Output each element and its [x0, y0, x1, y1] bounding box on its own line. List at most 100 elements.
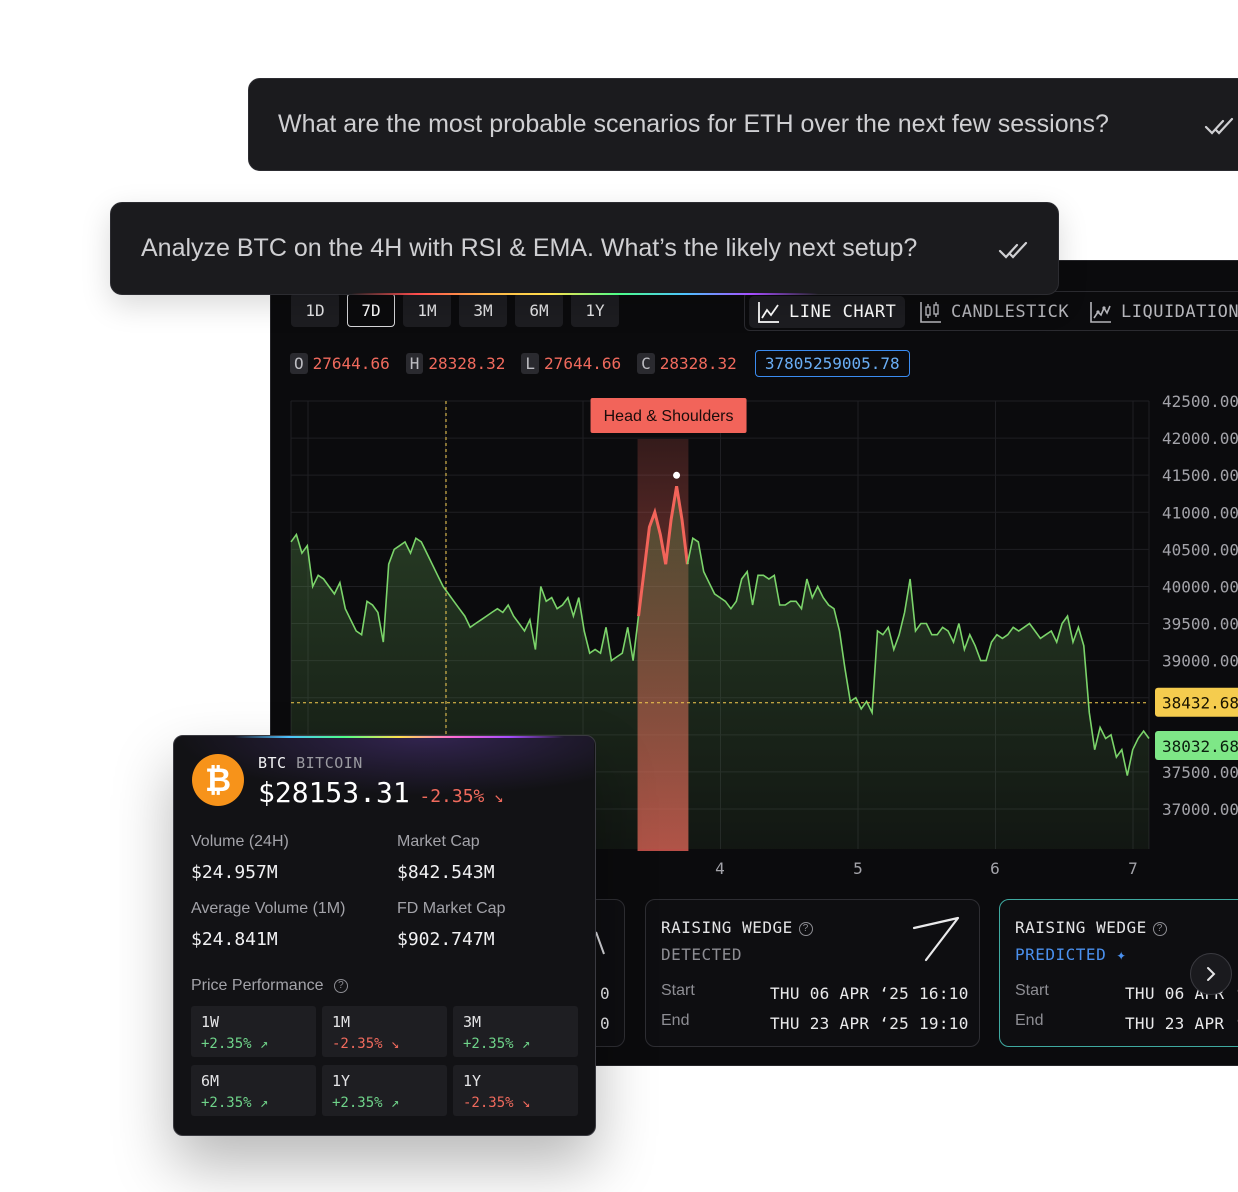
next-pattern-button[interactable] [1190, 953, 1232, 995]
arrow-down-right-icon: ↘ [522, 1095, 531, 1111]
perf-change: +2.35% [201, 1095, 252, 1111]
pattern-title: RAISING WEDGE [661, 918, 793, 937]
perf-cell-1y-b[interactable]: 1Y -2.35% ↘ [453, 1065, 578, 1116]
chart-type-liquidation[interactable]: LIQUIDATION [1081, 296, 1238, 328]
end-label: End [661, 1012, 690, 1029]
end-label: End [1015, 1012, 1044, 1029]
y-tick-label: 41000.00 [1162, 503, 1238, 522]
y-tick-label: 42000.00 [1162, 429, 1238, 448]
help-icon[interactable]: ? [1152, 922, 1167, 936]
y-tick-label: 39000.00 [1162, 652, 1238, 671]
y-tick-label: 41500.00 [1162, 466, 1238, 485]
arrow-up-right-icon: ↗ [260, 1036, 269, 1052]
chat-message-text: What are the most probable scenarios for… [278, 110, 1109, 138]
timeframe-7d[interactable]: 7D [347, 293, 395, 327]
rising-wedge-icon [912, 916, 960, 962]
chat-message-eth: What are the most probable scenarios for… [248, 78, 1238, 171]
timeframe-3m[interactable]: 3M [459, 293, 507, 327]
perf-period: 1M [332, 1013, 351, 1031]
rainbow-accent [234, 736, 564, 738]
perf-period: 1Y [332, 1072, 351, 1090]
open-value: 27644.66 [312, 354, 390, 373]
perf-change: +2.35% [201, 1036, 252, 1052]
perf-period: 3M [463, 1013, 482, 1031]
rainbow-accent [351, 293, 818, 295]
help-icon[interactable]: ? [333, 979, 348, 993]
perf-period: 1Y [463, 1072, 482, 1090]
chart-type-line[interactable]: LINE CHART [749, 296, 905, 328]
perf-cell-3m[interactable]: 3M +2.35% ↗ [453, 1006, 578, 1057]
high-key: H [405, 353, 424, 374]
open-key: O [290, 353, 308, 374]
perf-change: +2.35% [332, 1095, 383, 1111]
perf-cell-1w[interactable]: 1W +2.35% ↗ [191, 1006, 316, 1057]
timeframe-selector: 1D 7D 1M 3M 6M 1Y [291, 293, 619, 327]
pattern-status: DETECTED [661, 945, 743, 964]
arrow-up-right-icon: ↗ [260, 1095, 269, 1111]
pattern-label-bg [590, 398, 747, 433]
chart-type-candlestick[interactable]: CANDLESTICK [911, 296, 1077, 328]
perf-cell-6m[interactable]: 6M +2.35% ↗ [191, 1065, 316, 1116]
pattern-status: PREDICTED [1015, 945, 1107, 964]
perf-change: -2.35% [332, 1036, 383, 1052]
price-line [686, 536, 1150, 776]
start-label: Start [1015, 982, 1049, 999]
high-value: 28328.32 [428, 354, 506, 373]
y-tick-label: 40500.00 [1162, 540, 1238, 559]
crosshair-price-tag [1155, 687, 1238, 717]
mcap-value: $842.543M [397, 862, 495, 883]
partial-value-2: 0 [600, 1014, 610, 1033]
avg-volume-label: Average Volume (1M) [191, 900, 346, 917]
help-icon[interactable]: ? [798, 922, 813, 936]
arrow-down-right-icon: ↘ [494, 787, 504, 806]
x-tick-label: 5 [853, 859, 863, 878]
x-tick-label: 6 [990, 859, 1000, 878]
perf-change: -2.35% [463, 1095, 514, 1111]
liquidation-icon [1090, 302, 1111, 323]
sparkle-icon: ✦ [1116, 945, 1127, 964]
end-value: THU 23 APR ‘25 [1125, 1014, 1238, 1033]
coin-symbol: BTC [258, 754, 287, 772]
timeframe-1y[interactable]: 1Y [571, 293, 619, 327]
volume-value: $24.957M [191, 862, 278, 883]
chat-message-btc: Analyze BTC on the 4H with RSI & EMA. Wh… [110, 202, 1059, 295]
timeframe-1d[interactable]: 1D [291, 293, 339, 327]
y-tick-label: 39500.00 [1162, 615, 1238, 634]
arrow-up-right-icon: ↗ [391, 1095, 400, 1111]
peak-marker [673, 471, 681, 479]
partial-value-1: 0 [600, 984, 610, 1003]
coin-change: -2.35% [419, 786, 485, 807]
arrow-up-right-icon: ↗ [522, 1036, 531, 1052]
btc-info-card: ₿ BTC BITCOIN $28153.31 -2.35% ↘ Volume … [173, 735, 596, 1136]
timeframe-6m[interactable]: 6M [515, 293, 563, 327]
avg-volume-value: $24.841M [191, 929, 278, 950]
coin-name: BITCOIN [296, 754, 363, 772]
perf-cell-1m[interactable]: 1M -2.35% ↘ [322, 1006, 447, 1057]
chart-type-candlestick-label: CANDLESTICK [951, 302, 1070, 322]
start-label: Start [661, 982, 695, 999]
close-key: C [637, 353, 655, 374]
mcap-label: Market Cap [397, 833, 480, 850]
timeframe-1m[interactable]: 1M [403, 293, 451, 327]
pattern-card-detected[interactable]: RAISING WEDGE? DETECTED Start THU 06 APR… [645, 899, 980, 1047]
last-price-tag [1155, 731, 1238, 760]
low-value: 27644.66 [544, 354, 622, 373]
perf-cell-1y[interactable]: 1Y +2.35% ↗ [322, 1065, 447, 1116]
arrow-down-right-icon: ↘ [391, 1036, 400, 1052]
last-price-label: 38032.68 [1162, 737, 1238, 756]
close-value: 28328.32 [659, 354, 737, 373]
pattern-label: Head & Shoulders [604, 408, 734, 425]
y-tick-label: 40000.00 [1162, 577, 1238, 596]
coin-price: $28153.31 [258, 776, 410, 809]
chevron-right-icon [1207, 967, 1216, 981]
x-tick-label: 4 [715, 859, 725, 878]
line-chart-icon [758, 302, 779, 323]
perf-period: 6M [201, 1072, 220, 1090]
ohlc-readout: O 27644.66 H 28328.32 L 27644.66 C 28328… [290, 350, 910, 377]
y-tick-label: 37500.00 [1162, 763, 1238, 782]
double-check-icon [1204, 117, 1234, 135]
perf-period: 1W [201, 1013, 220, 1031]
start-value: THU 06 APR ‘25 16:10 [770, 984, 969, 1003]
pattern-shape-icon [595, 931, 605, 955]
bitcoin-icon: ₿ [192, 754, 244, 806]
